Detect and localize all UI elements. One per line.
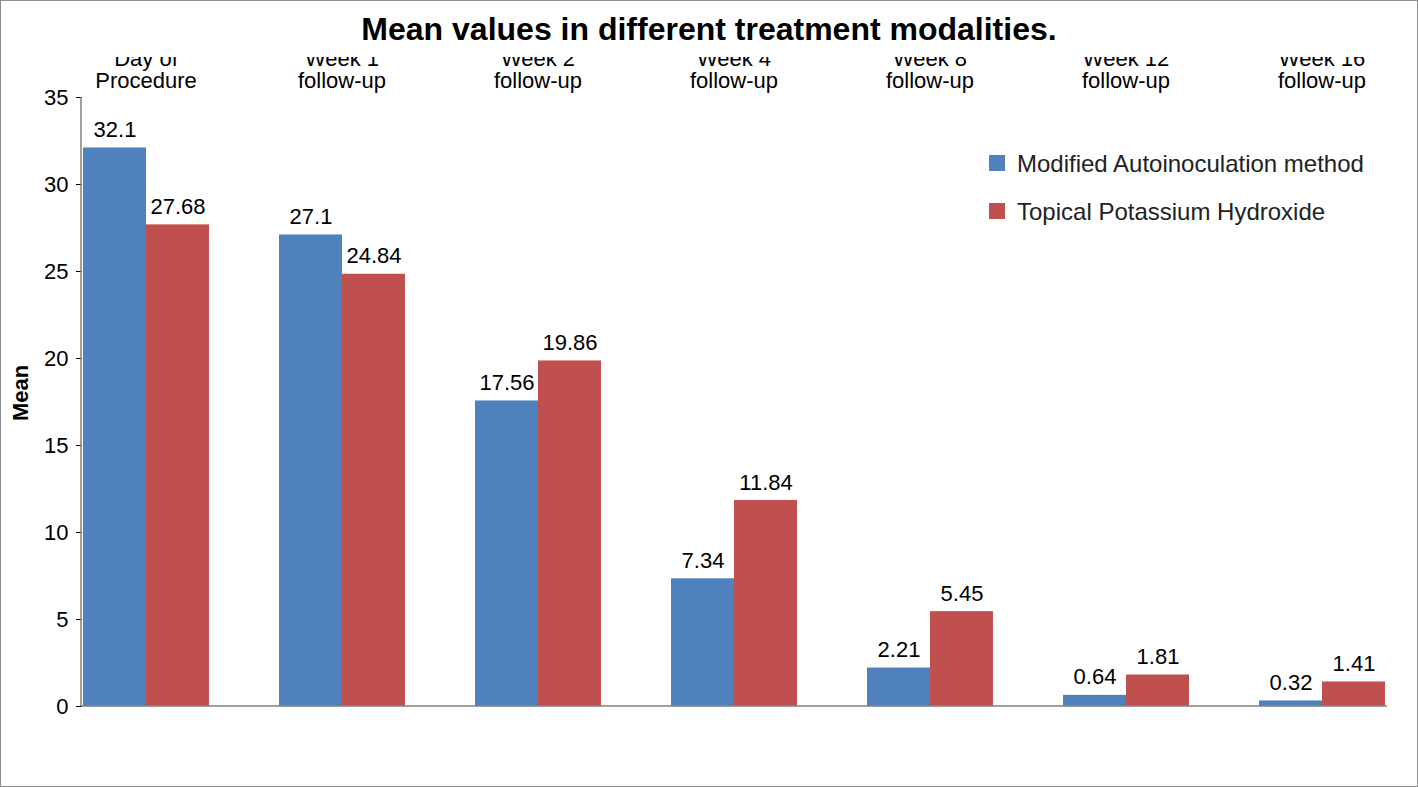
html-text:Modified Autoinoculation metho: Modified Autoinoculation method	[1017, 150, 1364, 177]
html-text:Mean values in different treat: Mean values in different treatment modal…	[361, 11, 1057, 47]
svg-text:19.86: 19.86	[542, 330, 597, 355]
html-text:Mean: Mean	[8, 364, 33, 421]
svg-text:5.45: 5.45	[941, 581, 984, 606]
svg-text:0.32: 0.32	[1270, 670, 1313, 695]
svg-text:1.41: 1.41	[1333, 651, 1376, 676]
svg-text:15: 15	[44, 433, 68, 458]
svg-text:0: 0	[56, 694, 68, 719]
svg-text:Week 16follow-up: Week 16follow-up	[1278, 57, 1366, 93]
svg-text:20: 20	[44, 346, 68, 371]
svg-text:27.68: 27.68	[150, 194, 205, 219]
svg-text:30: 30	[44, 172, 68, 197]
svg-text:7.34: 7.34	[682, 548, 725, 573]
svg-text:Week 2follow-up: Week 2follow-up	[494, 57, 582, 93]
svg-text:11.84: 11.84	[739, 470, 792, 495]
svg-text:Week 4follow-up: Week 4follow-up	[690, 57, 778, 93]
svg-text:32.1: 32.1	[94, 117, 137, 142]
svg-text:27.1: 27.1	[290, 204, 333, 229]
svg-text:5: 5	[56, 607, 68, 632]
svg-text:0.64: 0.64	[1074, 664, 1117, 689]
svg-text:1.81: 1.81	[1137, 644, 1180, 669]
html-text:Topical Potassium Hydroxide: Topical Potassium Hydroxide	[1017, 198, 1326, 225]
svg-text:Week 8follow-up: Week 8follow-up	[886, 57, 974, 93]
svg-text:17.56: 17.56	[479, 370, 534, 395]
svg-text:Week 1follow-up: Week 1follow-up	[298, 57, 386, 93]
svg-text:25: 25	[44, 259, 68, 284]
svg-text:24.84: 24.84	[346, 243, 401, 268]
svg-text:35: 35	[44, 85, 68, 110]
svg-text:2.21: 2.21	[878, 637, 921, 662]
svg-text:Day ofProcedure: Day ofProcedure	[95, 57, 197, 93]
svg-text:10: 10	[44, 520, 68, 545]
svg-text:Week 12follow-up: Week 12follow-up	[1082, 57, 1170, 93]
